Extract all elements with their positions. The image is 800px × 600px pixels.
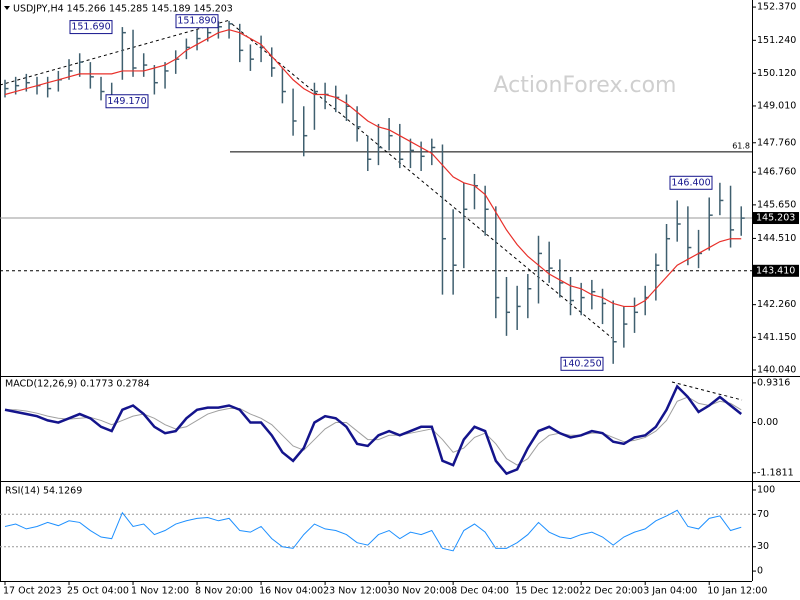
x-tick-label: 17 Oct 2023 <box>3 586 62 597</box>
x-tick-label: 10 Jan 12:00 <box>707 586 767 597</box>
y-tick-label: 140.040 <box>757 364 796 375</box>
y-tick-label: 30 <box>757 541 769 552</box>
x-tick-label: 8 Nov 20:00 <box>195 586 253 597</box>
y-tick-label: 147.760 <box>757 137 796 148</box>
y-tick-label: 0.9316 <box>757 377 790 388</box>
y-tick-label: -1.1811 <box>757 467 794 478</box>
y-tick-label: 151.240 <box>757 35 796 46</box>
moving-average <box>4 29 742 308</box>
series-line <box>4 384 743 476</box>
annotation-label: 151.690 <box>71 22 110 33</box>
y-tick-label: 0.00 <box>757 417 778 428</box>
macd-title: MACD(12,26,9) 0.1773 0.2784 <box>5 379 150 390</box>
trend-line <box>231 23 613 339</box>
price-label: 145.203 <box>756 213 795 224</box>
annotation-label: 151.890 <box>177 16 216 27</box>
x-tick-label: 23 Nov 12:00 <box>323 586 387 597</box>
y-tick-label: 150.120 <box>757 68 796 79</box>
x-tick-label: 8 Dec 04:00 <box>451 586 509 597</box>
x-tick-label: 1 Nov 12:00 <box>131 586 189 597</box>
chart-title: USDJPY,H4 145.266 145.285 145.189 145.20… <box>13 4 233 15</box>
annotation-label: 146.400 <box>671 177 710 188</box>
x-tick-label: 16 Nov 04:00 <box>259 586 323 597</box>
y-tick-label: 145.650 <box>757 199 796 210</box>
watermark: ActionForex.com <box>494 73 677 98</box>
menu-triangle <box>4 6 10 10</box>
y-tick-label: 142.260 <box>757 299 796 310</box>
y-tick-label: 100 <box>757 484 775 495</box>
x-tick-label: 22 Dec 20:00 <box>579 586 643 597</box>
y-tick-label: 146.760 <box>757 167 796 178</box>
annotation-box <box>669 175 713 190</box>
annotation-box <box>560 356 604 371</box>
annotation-box <box>69 20 113 35</box>
trend-line <box>0 19 231 86</box>
trend-line <box>671 381 743 401</box>
y-tick-label: 144.510 <box>757 233 796 244</box>
x-tick-label: 30 Nov 20:00 <box>387 586 451 597</box>
x-tick-label: 25 Oct 04:00 <box>67 586 129 597</box>
annotation-box <box>175 14 219 29</box>
y-tick-label: 149.010 <box>757 100 796 111</box>
x-tick-label: 15 Dec 12:00 <box>515 586 579 597</box>
level-label: 61.8 <box>732 141 750 150</box>
price-label: 143.410 <box>756 265 795 276</box>
series-line <box>4 509 742 552</box>
price-label-box <box>753 264 799 277</box>
y-tick-label: 0 <box>757 566 763 577</box>
x-tick-label: 3 Jan 04:00 <box>643 586 697 597</box>
y-tick-label: 70 <box>757 509 769 520</box>
y-tick-label: 152.370 <box>757 2 796 13</box>
annotation-label: 149.170 <box>107 96 146 107</box>
rsi-title: RSI(14) 54.1269 <box>5 486 82 497</box>
annotation-box <box>105 94 149 109</box>
y-tick-label: 141.150 <box>757 332 796 343</box>
price-label-box <box>753 212 799 225</box>
annotation-label: 140.250 <box>562 358 601 369</box>
